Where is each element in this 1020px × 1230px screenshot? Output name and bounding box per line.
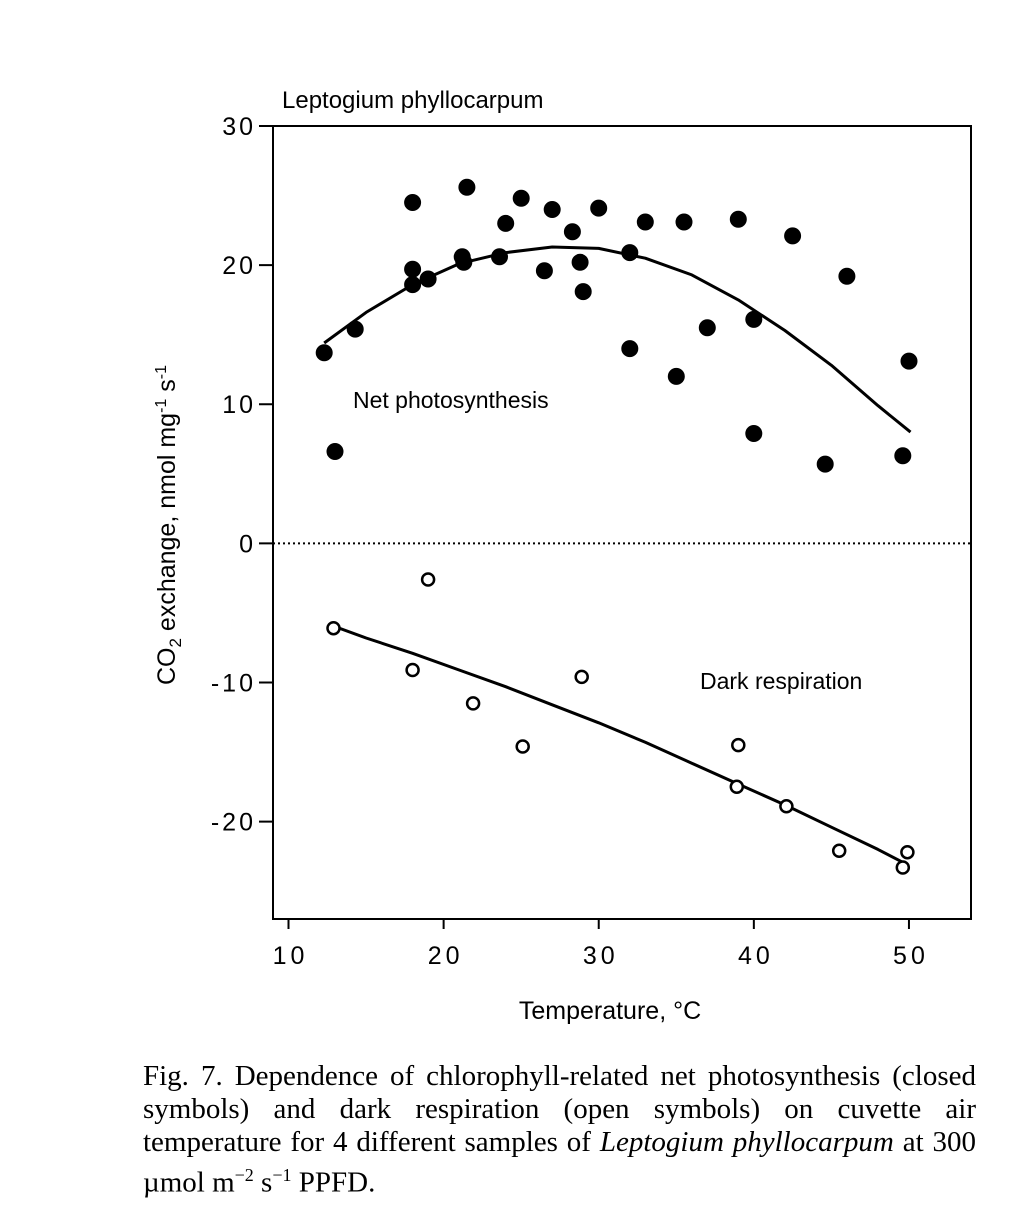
point-dark-respiration	[831, 843, 847, 859]
point-dark-respiration	[729, 779, 745, 795]
caption-text-1: Fig. 7. Dependence of chlorophyll-relate…	[143, 1060, 976, 1158]
point-dark-respiration	[420, 572, 436, 587]
point-net-photosynthesis	[667, 367, 685, 385]
plot-area	[272, 125, 972, 920]
point-net-photosynthesis	[621, 244, 639, 262]
caption-sup-2: −1	[272, 1165, 292, 1185]
point-net-photosynthesis	[563, 223, 581, 241]
point-dark-respiration	[465, 696, 481, 711]
axis-ticks: 30 20 10 0 -10 -20 10 20 30 40 50	[211, 113, 929, 970]
x-axis-label: Temperature, °C	[519, 997, 701, 1025]
y-tick-label: 30	[222, 113, 256, 141]
x-tick-label: 20	[428, 942, 464, 970]
fit-curves	[323, 245, 912, 867]
caption-species: Leptogium phyllocarpum	[599, 1126, 894, 1158]
point-dark-respiration	[895, 860, 911, 875]
point-net-photosynthesis	[729, 210, 747, 228]
point-net-photosynthesis	[326, 443, 344, 460]
point-net-photosynthesis	[894, 447, 912, 465]
y-tick-label: 10	[222, 391, 256, 419]
point-net-photosynthesis	[491, 248, 508, 266]
point-dark-respiration	[731, 737, 746, 753]
chart: 30 20 10 0 -10 -20 10 20 30 40 50 Leptogium phyllo…	[153, 87, 972, 1025]
y-label-sub: 2	[166, 638, 185, 647]
point-dark-respiration	[574, 669, 589, 685]
point-net-photosynthesis	[745, 310, 763, 328]
point-net-photosynthesis	[621, 340, 639, 358]
y-tick-label: 20	[222, 252, 256, 280]
point-net-photosynthesis	[838, 267, 856, 285]
caption-text-2: at 300 µmol m	[143, 1126, 976, 1199]
y-tick-label: 0	[239, 530, 256, 558]
point-net-photosynthesis	[590, 199, 608, 217]
figure-caption: Fig. 7. Dependence of chlorophyll-relate…	[143, 1060, 976, 1200]
annotation-dark-respiration: Dark respiration	[700, 668, 862, 694]
x-tick-label: 30	[583, 942, 619, 970]
point-net-photosynthesis	[404, 260, 422, 278]
point-net-photosynthesis	[543, 201, 561, 218]
caption-text-3: s	[253, 1166, 273, 1199]
plot-frame	[272, 125, 972, 920]
y-label-sup1: -1	[153, 399, 170, 413]
point-net-photosynthesis	[571, 253, 589, 271]
point-net-photosynthesis	[346, 320, 364, 338]
point-net-photosynthesis	[816, 455, 834, 473]
y-tick-label: -20	[211, 809, 256, 837]
point-net-photosynthesis	[404, 194, 422, 211]
caption-text-4: PPFD.	[291, 1166, 376, 1199]
point-net-photosynthesis	[574, 283, 592, 301]
annotation-net-photosynthesis: Net photosynthesis	[353, 387, 549, 413]
x-tick-label: 40	[738, 942, 774, 970]
point-net-photosynthesis	[535, 262, 553, 280]
caption-sup-1: −2	[234, 1165, 254, 1185]
chart-title: Leptogium phyllocarpum	[282, 87, 543, 114]
point-net-photosynthesis	[675, 213, 693, 231]
point-net-photosynthesis	[745, 425, 763, 442]
point-dark-respiration	[900, 844, 915, 860]
point-net-photosynthesis	[636, 213, 654, 231]
fit-curve-2	[331, 624, 909, 867]
point-dark-respiration	[326, 620, 341, 636]
y-tick-label: -10	[211, 669, 256, 697]
point-net-photosynthesis	[512, 189, 530, 207]
point-net-photosynthesis	[497, 214, 515, 232]
x-tick-label: 50	[893, 942, 929, 970]
point-net-photosynthesis	[698, 319, 716, 337]
point-net-photosynthesis	[784, 227, 802, 245]
point-net-photosynthesis	[458, 178, 476, 196]
y-label-mid: s	[153, 379, 181, 398]
point-net-photosynthesis	[419, 270, 437, 288]
data-points	[315, 178, 918, 875]
point-net-photosynthesis	[404, 276, 422, 294]
y-label-prefix: CO	[153, 648, 181, 686]
y-axis-label: CO2 exchange, nmol mg-1 s-1	[153, 365, 185, 685]
point-net-photosynthesis	[315, 344, 333, 362]
x-tick-label: 10	[273, 942, 309, 970]
y-label-rest: exchange, nmol mg	[153, 413, 181, 638]
point-dark-respiration	[515, 739, 530, 754]
point-dark-respiration	[405, 662, 420, 678]
point-net-photosynthesis	[455, 253, 473, 271]
point-dark-respiration	[779, 799, 794, 814]
y-label-sup2: -1	[153, 365, 170, 379]
point-net-photosynthesis	[900, 352, 918, 370]
